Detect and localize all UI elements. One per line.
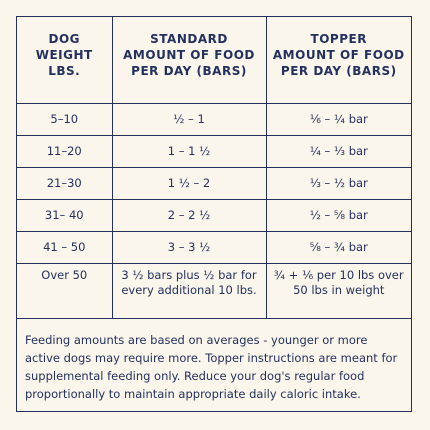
table-cell: ⅓ – ½ bar [265, 166, 411, 200]
header-row: DOG WEIGHT LBS. STANDARD AMOUNT OF FOOD PER D… [17, 17, 411, 104]
feeding-chart: DOG WEIGHT LBS. STANDARD AMOUNT OF FOOD PER D… [16, 16, 412, 412]
header-line: DOG [48, 32, 80, 46]
header-line: PER DAY (BARS) [131, 64, 247, 78]
table-cell: 5–10 [17, 102, 113, 136]
header-line: AMOUNT OF FOOD [123, 48, 255, 62]
feeding-table: DOG WEIGHT LBS. STANDARD AMOUNT OF FOOD PER D… [17, 17, 411, 319]
table-cell: 1 ½ – 2 [111, 166, 267, 200]
table-cell: 1 – 1 ½ [111, 134, 267, 168]
table-cell: ¼ – ⅓ bar [265, 134, 411, 168]
table-cell: Over 50 [17, 262, 113, 319]
header-line: PER DAY (BARS) [280, 64, 397, 78]
table-cell: 41 – 50 [17, 230, 113, 264]
table-cell: 21–30 [17, 166, 113, 200]
column-header: STANDARD AMOUNT OF FOOD PER DAY (BARS) [111, 17, 267, 104]
table-cell: 3 ½ bars plus ½ bar for every additional… [111, 262, 267, 319]
header-line: AMOUNT OF FOOD [272, 48, 405, 62]
table-cell: 11–20 [17, 134, 113, 168]
table-cell: ⅙ – ¼ bar [265, 102, 411, 136]
feeding-note: Feeding amounts are based on averages - … [25, 332, 398, 401]
column-header: TOPPER AMOUNT OF FOOD PER DAY (BARS) [265, 17, 411, 104]
header-line: LBS. [48, 64, 81, 78]
table-cell: 3 – 3 ½ [111, 230, 267, 264]
table-cell: 2 – 2 ½ [111, 198, 267, 232]
table-cell: ½ – 1 [111, 102, 267, 136]
header-line: WEIGHT [35, 48, 93, 62]
column-header: DOG WEIGHT LBS. [17, 17, 113, 104]
table-cell: 31– 40 [17, 198, 113, 232]
table-row: Over 50 3 ½ bars plus ½ bar for every add… [17, 262, 411, 319]
header-line: TOPPER [310, 32, 367, 46]
header-line: STANDARD [150, 32, 228, 46]
table-cell: ⅝ – ¾ bar [265, 230, 411, 264]
table-cell: ½ – ⅝ bar [265, 198, 411, 232]
table-cell: ¾ + ⅙ per 10 lbs over 50 lbs in weight [265, 262, 411, 319]
